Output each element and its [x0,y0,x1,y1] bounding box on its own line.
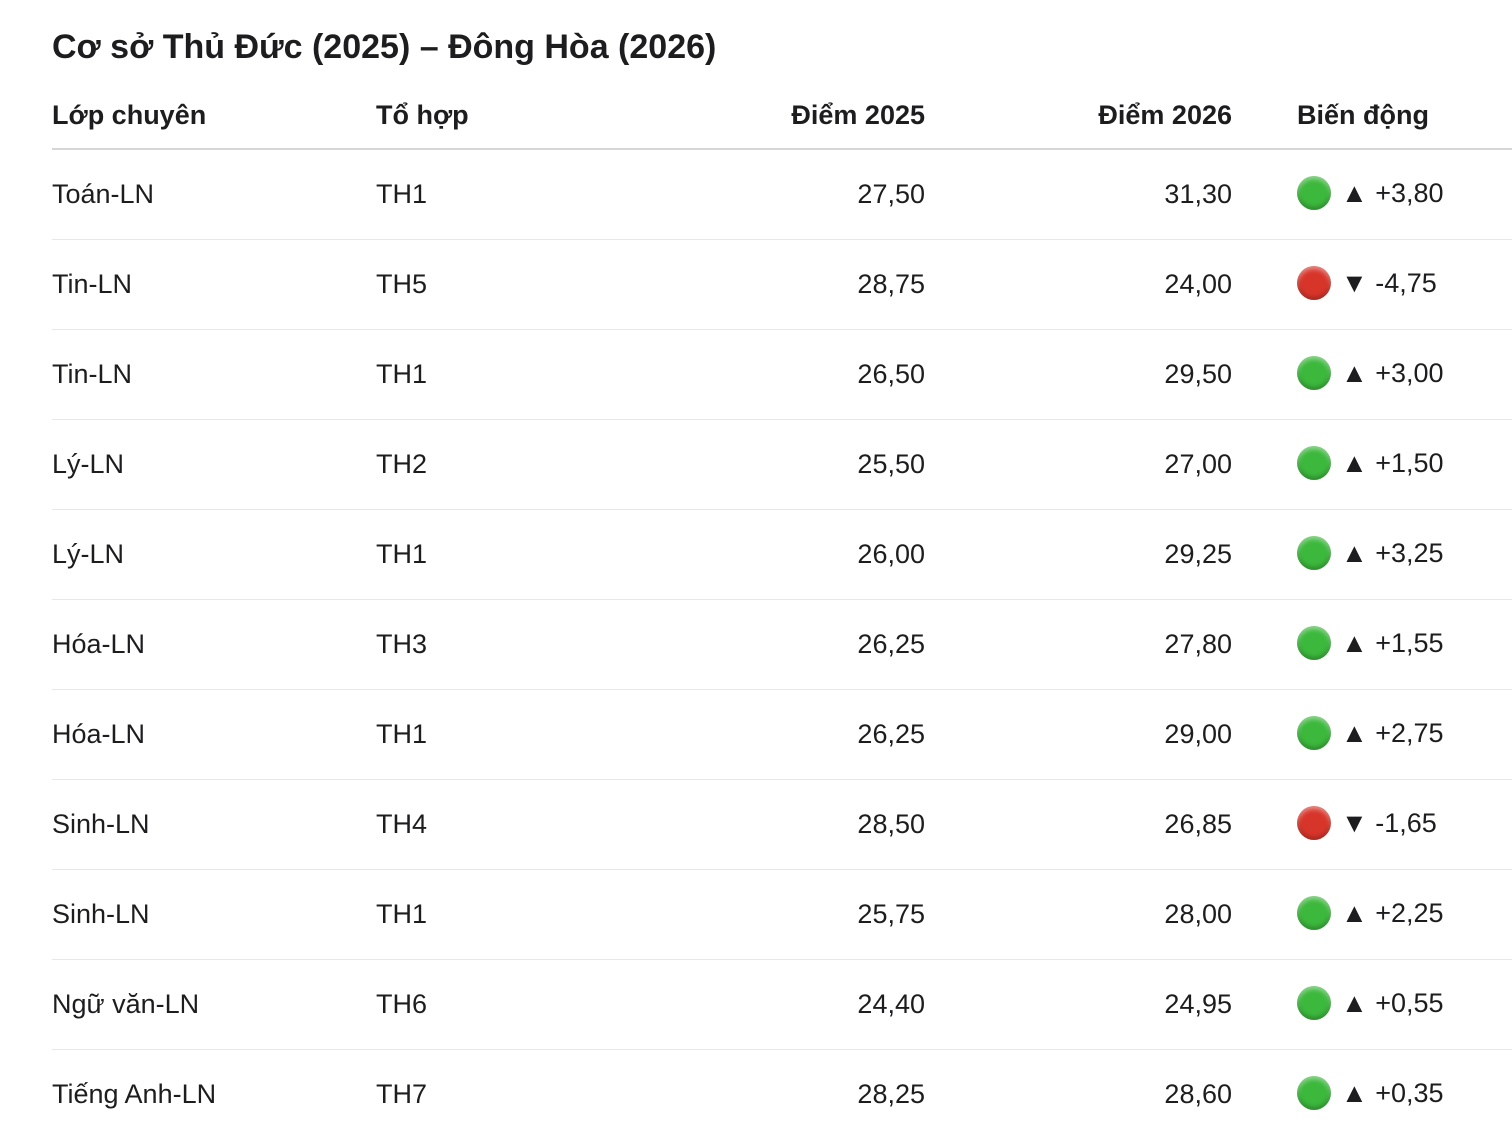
cell: Tin-LN [52,239,376,330]
trend-dot [1297,625,1331,660]
table-row: Tiếng Anh-LN TH7 28,25 28,60 ▲ +0,35 [52,1050,1512,1140]
change-value: ▼ -1,65 [1341,807,1437,838]
cell: 25,75 [676,869,925,960]
trend-dot [1297,1075,1331,1110]
cell: Sinh-LN [52,779,376,870]
cell: ▲ +1,55 [1232,599,1512,690]
cell: 27,50 [676,149,925,240]
cell: TH6 [376,959,676,1050]
cell: Toán-LN [52,149,376,240]
cell: 28,00 [925,869,1232,960]
cell: 26,50 [676,329,925,420]
cell: TH4 [376,779,676,870]
table-row: Tin-LN TH1 26,50 29,50 ▲ +3,00 [52,329,1512,420]
change-value: ▲ +0,55 [1341,987,1444,1018]
cell: 29,00 [925,689,1232,780]
cell: Tiếng Anh-LN [52,1079,217,1109]
cell: Tin-LN [52,329,376,420]
cell: ▲ +0,55 [1232,959,1512,1050]
change-value: ▲ +3,80 [1341,177,1444,208]
cell: Ngữ văn-LN [52,959,376,1050]
change-value: ▲ +3,00 [1341,357,1444,388]
cell: ▼ -1,65 [1232,779,1512,870]
trend-dot [1297,985,1331,1020]
table-body: Toán-LN TH1 27,50 31,30 ▲ +3,80 Tin-LN TH5 28,7… [52,149,1512,1139]
change-value: ▲ +1,55 [1341,627,1444,658]
cell: TH5 [376,239,676,330]
column-header: Biến động [1232,82,1512,150]
cell: 24,95 [925,959,1232,1050]
change-value: ▲ +2,75 [1341,717,1444,748]
table-row: Hóa-LN TH1 26,25 29,00 ▲ +2,75 [52,689,1512,780]
change-value: ▼ -4,75 [1341,267,1437,298]
header-row: Lớp chuyên Tổ hợp Điểm 2025 Điểm 2026 Biến đ… [52,82,1512,150]
cell: 29,25 [925,509,1232,600]
cell: 26,85 [925,779,1232,870]
cell: TH1 [376,689,676,780]
table-row: Lý-LN TH1 26,00 29,25 ▲ +3,25 [52,509,1512,600]
cell: 31,30 [925,149,1232,240]
cell: 25,50 [676,419,925,510]
change-value: ▲ +3,25 [1341,537,1444,568]
cell: ▲ +3,25 [1232,509,1512,600]
cell: TH1 [376,149,676,240]
cell: 27,00 [925,419,1232,510]
table-row: Ngữ văn-LN TH6 24,40 24,95 ▲ +0,55 [52,959,1512,1050]
cell: 26,25 [676,599,925,690]
cell: TH7 [376,1079,428,1109]
cell: TH1 [376,509,676,600]
table-row: Sinh-LN TH1 25,75 28,00 ▲ +2,25 [52,869,1512,960]
trend-dot [1297,265,1331,300]
cell: ▲ +0,35 [1232,1050,1512,1140]
column-header: Điểm 2026 [925,82,1232,150]
column-header: Điểm 2025 [676,82,925,150]
trend-dot [1297,535,1331,570]
cell: TH1 [376,869,676,960]
trend-dot [1297,895,1331,930]
column-header: Tổ hợp [376,82,676,150]
trend-dot [1297,715,1331,750]
cell: ▼ -4,75 [1232,239,1512,330]
trend-dot [1297,355,1331,390]
cell: Sinh-LN [52,869,376,960]
cell: ▲ +2,25 [1232,869,1512,960]
cell: 28,75 [676,239,925,330]
change-value: ▲ +1,50 [1341,447,1444,478]
cell: 29,50 [925,329,1232,420]
cell: 28,60 [1164,1079,1232,1109]
trend-dot [1297,805,1331,840]
trend-dot [1297,445,1331,480]
cell: TH3 [376,599,676,690]
change-value: ▲ +0,35 [1341,1077,1444,1108]
table-row: Toán-LN TH1 27,50 31,30 ▲ +3,80 [52,149,1512,240]
cell: ▲ +3,80 [1232,149,1512,240]
table-row: Tin-LN TH5 28,75 24,00 ▼ -4,75 [52,239,1512,330]
cell: 28,25 [857,1079,925,1109]
cell: Lý-LN [52,419,376,510]
score-table: Lớp chuyên Tổ hợp Điểm 2025 Điểm 2026 Biến đ… [52,82,1512,1139]
cell: 26,25 [676,689,925,780]
cell: Hóa-LN [52,599,376,690]
cell: 28,50 [676,779,925,870]
trend-dot [1297,175,1331,210]
cell: 26,00 [676,509,925,600]
table-row: Lý-LN TH2 25,50 27,00 ▲ +1,50 [52,419,1512,510]
cell: TH2 [376,419,676,510]
cell: ▲ +2,75 [1232,689,1512,780]
cell: 24,40 [676,959,925,1050]
cell: Lý-LN [52,509,376,600]
cell: Hóa-LN [52,689,376,780]
title: Cơ sở Thủ Đức (2025) – Đông Hòa (2026) [52,28,717,66]
column-header: Lớp chuyên [52,82,376,150]
cell: ▲ +1,50 [1232,419,1512,510]
change-value: ▲ +2,25 [1341,897,1444,928]
cell: 24,00 [925,239,1232,330]
table-row: Hóa-LN TH3 26,25 27,80 ▲ +1,55 [52,599,1512,690]
cell: TH1 [376,329,676,420]
cell: ▲ +3,00 [1232,329,1512,420]
cell: 27,80 [925,599,1232,690]
table-row: Sinh-LN TH4 28,50 26,85 ▼ -1,65 [52,779,1512,870]
